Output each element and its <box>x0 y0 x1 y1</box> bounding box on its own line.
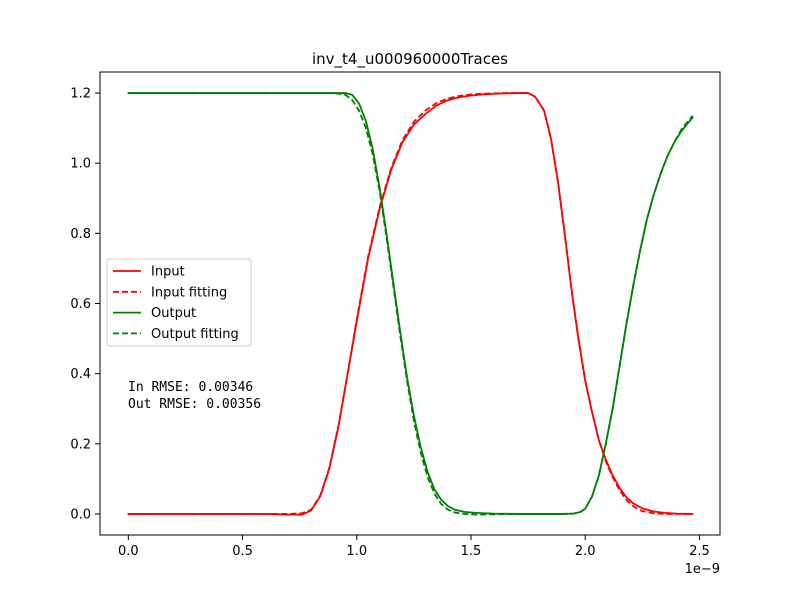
legend-label: Input <box>151 265 185 280</box>
series-line-output-fitting <box>128 92 694 516</box>
series-layer <box>127 92 694 516</box>
x-offset-label: 1e−9 <box>685 562 720 577</box>
rmse-annotations: In RMSE: 0.00346 Out RMSE: 0.00356 <box>128 380 261 412</box>
legend-label: Output <box>151 306 196 321</box>
rmse-annotation: Out RMSE: 0.00356 <box>128 397 261 412</box>
y-tick-label: 1.2 <box>70 87 91 102</box>
x-tick-label: 0.0 <box>118 544 139 559</box>
y-tick-label: 0.0 <box>70 507 91 522</box>
y-tick-label: 0.8 <box>70 227 91 242</box>
series-line-output <box>127 92 694 515</box>
x-tick-label: 2.0 <box>575 544 596 559</box>
y-axis: 0.0 0.2 0.4 0.6 0.8 1.0 1.2 <box>70 87 100 522</box>
rmse-annotation: In RMSE: 0.00346 <box>128 380 253 395</box>
series-line-input <box>127 92 694 516</box>
x-tick-label: 1.5 <box>461 544 482 559</box>
x-tick-label: 2.5 <box>689 544 710 559</box>
y-tick-label: 0.6 <box>70 297 91 312</box>
x-axis: 0.0 0.5 1.0 1.5 2.0 2.5 <box>118 535 710 559</box>
x-tick-label: 1.0 <box>346 544 367 559</box>
legend-box <box>106 258 252 347</box>
y-tick-label: 0.4 <box>70 367 91 382</box>
y-tick-label: 1.0 <box>70 157 91 172</box>
x-tick-label: 0.5 <box>232 544 253 559</box>
chart-title: inv_t4_u000960000Traces <box>312 50 508 69</box>
legend: Input Input fitting Output Output fitting <box>106 258 252 347</box>
legend-label: Input fitting <box>151 285 227 300</box>
legend-label: Output fitting <box>151 327 239 342</box>
y-tick-label: 0.2 <box>70 437 91 452</box>
